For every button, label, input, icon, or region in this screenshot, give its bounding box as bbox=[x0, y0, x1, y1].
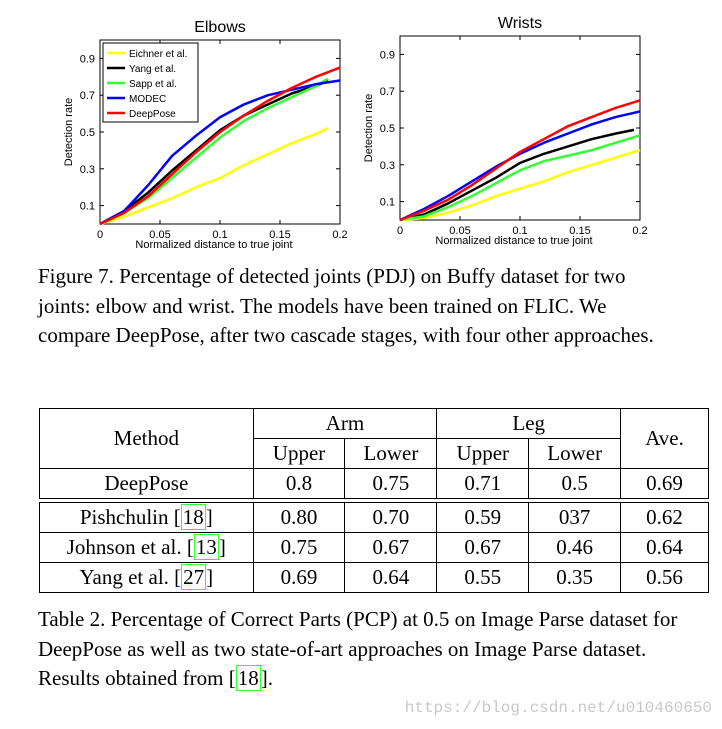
header-method: Method bbox=[39, 408, 254, 469]
x-tick-label: 0.1 bbox=[212, 229, 227, 241]
table-row: Yang et al. [27] 0.69 0.64 0.55 0.35 0.5… bbox=[39, 562, 709, 593]
series-line bbox=[399, 128, 635, 222]
legend-label: MODEC bbox=[129, 94, 166, 105]
elbows-plot: Elbows 0 0.05 0.1 0.15 0.2 0.1 0.3 0.5 0.7 0.9 Norm… bbox=[50, 14, 350, 254]
y-tick-label: 0.9 bbox=[80, 53, 95, 65]
value-cell: 0.56 bbox=[620, 562, 709, 593]
header-arm-lower: Lower bbox=[344, 438, 438, 469]
value-cell: 0.67 bbox=[344, 532, 438, 563]
value-cell: 0.46 bbox=[528, 532, 622, 563]
legend-label: Sapp et al. bbox=[129, 79, 177, 90]
y-tick-label: 0.7 bbox=[380, 86, 395, 98]
citation-link[interactable]: 13 bbox=[193, 534, 219, 560]
x-tick-label: 0 bbox=[397, 225, 403, 237]
value-cell: 0.71 bbox=[436, 468, 530, 499]
method-name: Pishchulin bbox=[79, 505, 174, 529]
header-leg: Leg bbox=[436, 408, 622, 439]
method-cell: Pishchulin [18] bbox=[39, 502, 254, 533]
value-cell: 0.64 bbox=[344, 562, 438, 593]
legend-label: Yang et al. bbox=[129, 64, 176, 75]
chart-title: Elbows bbox=[194, 19, 246, 36]
y-tick-label: 0.3 bbox=[380, 160, 395, 172]
citation-link[interactable]: 27 bbox=[181, 564, 207, 590]
watermark: https://blog.csdn.net/u010460650 bbox=[404, 699, 712, 717]
series-line bbox=[399, 110, 641, 222]
value-cell: 0.75 bbox=[344, 468, 438, 499]
series-line bbox=[99, 66, 341, 226]
y-tick-label: 0.5 bbox=[80, 127, 95, 139]
x-tick-label: 0.05 bbox=[449, 225, 470, 237]
y-tick-label: 0.9 bbox=[380, 49, 395, 61]
series-line bbox=[99, 79, 341, 226]
table-caption-end: . bbox=[267, 666, 273, 690]
series-line bbox=[99, 127, 329, 226]
results-table: Method Arm Leg Ave. Upper Lower Upper Lo… bbox=[39, 408, 709, 593]
y-tick-label: 0.3 bbox=[80, 164, 95, 176]
value-cell: 0.80 bbox=[252, 502, 346, 533]
y-tick-label: 0.5 bbox=[380, 123, 395, 135]
y-tick-label: 0.7 bbox=[80, 90, 95, 102]
x-tick-label: 0.2 bbox=[632, 225, 647, 237]
y-axis-label: Detection rate bbox=[363, 94, 375, 162]
value-cell: 0.69 bbox=[252, 562, 346, 593]
figure-caption: Figure 7. Percentage of detected joints … bbox=[38, 264, 654, 347]
header-arm-upper: Upper bbox=[252, 438, 346, 469]
plot-area bbox=[399, 35, 641, 221]
method-name: Yang et al. bbox=[79, 565, 175, 589]
y-tick-label: 0.1 bbox=[80, 201, 95, 213]
x-tick-label: 0.2 bbox=[332, 229, 347, 241]
x-tick-label: 0 bbox=[97, 229, 103, 241]
table-row: Pishchulin [18] 0.80 0.70 0.59 037 0.62 bbox=[39, 502, 709, 533]
chart-title: Wrists bbox=[498, 15, 542, 32]
legend-label: DeepPose bbox=[129, 109, 176, 120]
table-caption: Table 2. Percentage of Correct Parts (PC… bbox=[38, 607, 678, 691]
header-leg-upper: Upper bbox=[436, 438, 530, 469]
x-tick-label: 0.15 bbox=[569, 225, 590, 237]
table-row: Johnson et al. [13] 0.75 0.67 0.67 0.46 … bbox=[39, 532, 709, 563]
series-line bbox=[399, 134, 641, 222]
header-arm: Arm bbox=[252, 408, 438, 439]
value-cell: 0.5 bbox=[528, 468, 622, 499]
header-leg-lower: Lower bbox=[528, 438, 622, 469]
value-cell: 0.64 bbox=[620, 532, 709, 563]
table-caption-text: Table 2. Percentage of Correct Parts (PC… bbox=[38, 607, 678, 690]
elbows-chart-svg: Elbows 0 0.05 0.1 0.15 0.2 0.1 0.3 0.5 0.7 0.9 Norm… bbox=[63, 19, 348, 251]
table-row: DeepPose 0.8 0.75 0.71 0.5 0.69 bbox=[39, 468, 709, 499]
value-cell: 0.59 bbox=[436, 502, 530, 533]
value-cell: 037 bbox=[528, 502, 622, 533]
x-tick-label: 0.05 bbox=[149, 229, 170, 241]
table-header-row: Method Arm Leg Ave. bbox=[39, 408, 709, 469]
header-ave: Ave. bbox=[620, 408, 709, 469]
x-tick-label: 0.15 bbox=[269, 229, 290, 241]
method-name: Johnson et al. bbox=[66, 535, 187, 559]
value-cell: 0.75 bbox=[252, 532, 346, 563]
series-line bbox=[399, 99, 641, 222]
citation-link[interactable]: 18 bbox=[180, 504, 206, 530]
legend-label: Eichner et al. bbox=[129, 49, 187, 60]
method-cell: Yang et al. [27] bbox=[39, 562, 254, 593]
value-cell: 0.8 bbox=[252, 468, 346, 499]
value-cell: 0.55 bbox=[436, 562, 530, 593]
y-tick-label: 0.1 bbox=[380, 197, 395, 209]
value-cell: 0.62 bbox=[620, 502, 709, 533]
wrists-chart-svg: Wrists 0 0.05 0.1 0.15 0.2 0.1 0.3 0.5 0.7 0.9 Norm… bbox=[363, 15, 648, 247]
y-axis-label: Detection rate bbox=[63, 98, 75, 166]
method-cell: DeepPose bbox=[39, 468, 254, 499]
value-cell: 0.67 bbox=[436, 532, 530, 563]
citation-link[interactable]: 18 bbox=[235, 665, 261, 691]
wrists-plot: Wrists 0 0.05 0.1 0.15 0.2 0.1 0.3 0.5 0.7 0.9 Norm… bbox=[350, 10, 650, 250]
value-cell: 0.69 bbox=[620, 468, 709, 499]
series-line bbox=[99, 79, 329, 226]
x-axis-label: Normalized distance to true joint bbox=[435, 235, 592, 247]
series-line bbox=[399, 148, 641, 222]
x-tick-label: 0.1 bbox=[512, 225, 527, 237]
x-axis-label: Normalized distance to true joint bbox=[135, 239, 292, 251]
value-cell: 0.35 bbox=[528, 562, 622, 593]
value-cell: 0.70 bbox=[344, 502, 438, 533]
method-cell: Johnson et al. [13] bbox=[39, 532, 254, 563]
